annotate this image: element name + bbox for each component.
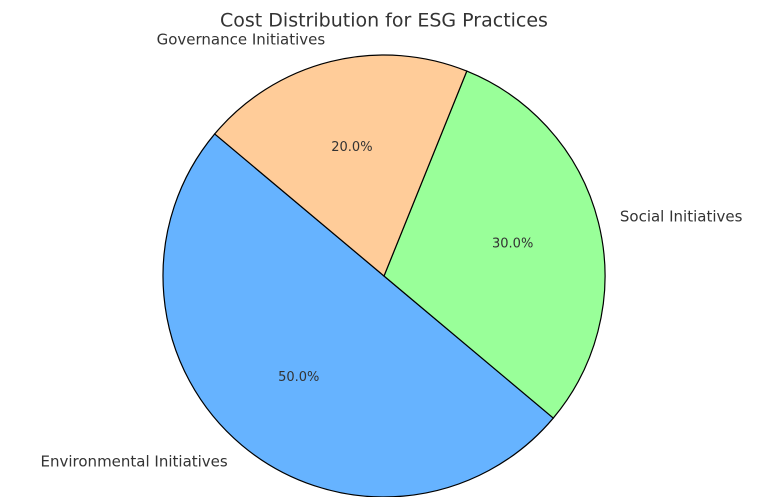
percent-label: 30.0% xyxy=(492,236,533,251)
pie-slice xyxy=(162,133,555,497)
pie-slice xyxy=(383,70,606,419)
slice-label: Environmental Initiatives xyxy=(41,453,228,471)
chart-title: Cost Distribution for ESG Practices xyxy=(220,10,548,32)
slice-label: Social Initiatives xyxy=(620,208,743,226)
percent-label: 50.0% xyxy=(278,370,319,385)
slice-label: Governance Initiatives xyxy=(157,31,326,49)
percent-label: 20.0% xyxy=(331,140,372,155)
pie-slice xyxy=(213,54,468,277)
